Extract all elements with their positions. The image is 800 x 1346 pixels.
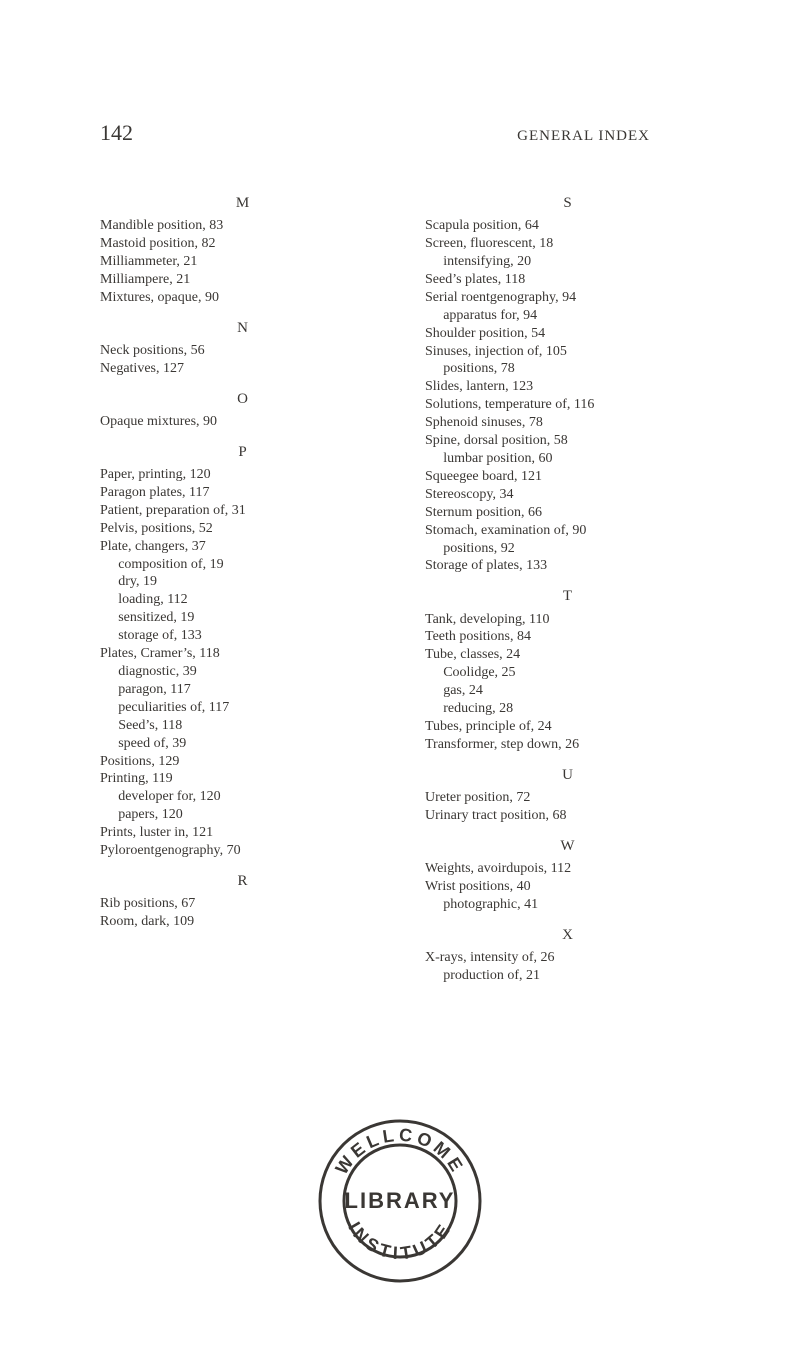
index-subentry: production of, 21 <box>425 967 710 985</box>
index-entry: Plate, changers, 37 <box>100 538 385 556</box>
index-column-right: S Scapula position, 64Screen, fluorescent… <box>425 182 710 985</box>
index-entry: Stereoscopy, 34 <box>425 486 710 504</box>
index-section-letter: P <box>100 443 385 462</box>
index-subentry: papers, 120 <box>100 806 385 824</box>
index-entry: Tube, classes, 24 <box>425 646 710 664</box>
index-entry: Screen, fluorescent, 18 <box>425 235 710 253</box>
index-entry: Stomach, examination of, 90 <box>425 522 710 540</box>
index-subentry: paragon, 117 <box>100 681 385 699</box>
index-section-letter: R <box>100 872 385 891</box>
index-entry: Squeegee board, 121 <box>425 468 710 486</box>
index-entry: Plates, Cramer’s, 118 <box>100 645 385 663</box>
index-section-letter: O <box>100 390 385 409</box>
index-entry: Solutions, temperature of, 116 <box>425 396 710 414</box>
page-number: 142 <box>100 120 133 146</box>
index-section-letter: S <box>425 194 710 213</box>
index-subentry: loading, 112 <box>100 591 385 609</box>
page-header: 142 GENERAL INDEX <box>100 120 710 146</box>
index-entry: Urinary tract position, 68 <box>425 807 710 825</box>
index-entry: Sinuses, injection of, 105 <box>425 343 710 361</box>
index-subentry: peculiarities of, 117 <box>100 699 385 717</box>
index-entry: Wrist positions, 40 <box>425 878 710 896</box>
index-subentry: storage of, 133 <box>100 627 385 645</box>
index-subentry: dry, 19 <box>100 573 385 591</box>
index-entry: Negatives, 127 <box>100 360 385 378</box>
index-entry: Paper, printing, 120 <box>100 466 385 484</box>
index-entry: Slides, lantern, 123 <box>425 378 710 396</box>
index-column-left: M Mandible position, 83Mastoid position, … <box>100 182 385 985</box>
index-entry: Weights, avoirdupois, 112 <box>425 860 710 878</box>
index-subentry: positions, 78 <box>425 360 710 378</box>
index-entry: Serial roentgenography, 94 <box>425 289 710 307</box>
index-subentry: positions, 92 <box>425 540 710 558</box>
index-section-letter: X <box>425 926 710 945</box>
index-entry: Printing, 119 <box>100 770 385 788</box>
index-entry: Scapula position, 64 <box>425 217 710 235</box>
index-entry: Patient, preparation of, 31 <box>100 502 385 520</box>
index-entry: Mixtures, opaque, 90 <box>100 289 385 307</box>
index-section-letter: M <box>100 194 385 213</box>
index-entry: Spine, dorsal position, 58 <box>425 432 710 450</box>
index-section-letter: W <box>425 837 710 856</box>
index-entry: Teeth positions, 84 <box>425 628 710 646</box>
index-subentry: photographic, 41 <box>425 896 710 914</box>
index-entry: Tubes, principle of, 24 <box>425 718 710 736</box>
index-section-letter: N <box>100 319 385 338</box>
index-entry: Storage of plates, 133 <box>425 557 710 575</box>
seal-icon: WELLCOME INSTITUTE LIBRARY <box>315 1116 485 1286</box>
index-entry: Neck positions, 56 <box>100 342 385 360</box>
index-entry: Pyloroentgenography, 70 <box>100 842 385 860</box>
index-entry: Seed’s plates, 118 <box>425 271 710 289</box>
svg-text:WELLCOME: WELLCOME <box>331 1125 468 1178</box>
index-entry: Milliammeter, 21 <box>100 253 385 271</box>
index-entry: Milliampere, 21 <box>100 271 385 289</box>
index-subentry: speed of, 39 <box>100 735 385 753</box>
index-section-letter: U <box>425 766 710 785</box>
index-entry: Mastoid position, 82 <box>100 235 385 253</box>
index-entry: Transformer, step down, 26 <box>425 736 710 754</box>
library-seal: WELLCOME INSTITUTE LIBRARY <box>315 1116 485 1286</box>
index-subentry: developer for, 120 <box>100 788 385 806</box>
index-entry: Pelvis, positions, 52 <box>100 520 385 538</box>
index-entry: X-rays, intensity of, 26 <box>425 949 710 967</box>
seal-top-text: WELLCOME <box>331 1125 468 1178</box>
index-entry: Ureter position, 72 <box>425 789 710 807</box>
index-subentry: Seed’s, 118 <box>100 717 385 735</box>
index-subentry: sensitized, 19 <box>100 609 385 627</box>
index-subentry: gas, 24 <box>425 682 710 700</box>
index-entry: Paragon plates, 117 <box>100 484 385 502</box>
index-entry: Positions, 129 <box>100 753 385 771</box>
index-section-letter: T <box>425 587 710 606</box>
index-entry: Sphenoid sinuses, 78 <box>425 414 710 432</box>
index-entry: Room, dark, 109 <box>100 913 385 931</box>
index-subentry: apparatus for, 94 <box>425 307 710 325</box>
index-entry: Mandible position, 83 <box>100 217 385 235</box>
index-entry: Tank, developing, 110 <box>425 611 710 629</box>
index-columns: M Mandible position, 83Mastoid position, … <box>100 182 710 985</box>
index-entry: Shoulder position, 54 <box>425 325 710 343</box>
index-subentry: Coolidge, 25 <box>425 664 710 682</box>
index-subentry: lumbar position, 60 <box>425 450 710 468</box>
index-subentry: intensifying, 20 <box>425 253 710 271</box>
index-subentry: reducing, 28 <box>425 700 710 718</box>
index-entry: Opaque mixtures, 90 <box>100 413 385 431</box>
seal-center-text: LIBRARY <box>345 1188 456 1213</box>
seal-bottom-text: INSTITUTE <box>344 1218 456 1264</box>
index-subentry: diagnostic, 39 <box>100 663 385 681</box>
index-entry: Prints, luster in, 121 <box>100 824 385 842</box>
running-title: GENERAL INDEX <box>517 128 650 145</box>
index-subentry: composition of, 19 <box>100 556 385 574</box>
index-entry: Sternum position, 66 <box>425 504 710 522</box>
svg-text:INSTITUTE: INSTITUTE <box>344 1218 456 1264</box>
index-entry: Rib positions, 67 <box>100 895 385 913</box>
page: 142 GENERAL INDEX M Mandible position, 83… <box>0 0 800 1346</box>
